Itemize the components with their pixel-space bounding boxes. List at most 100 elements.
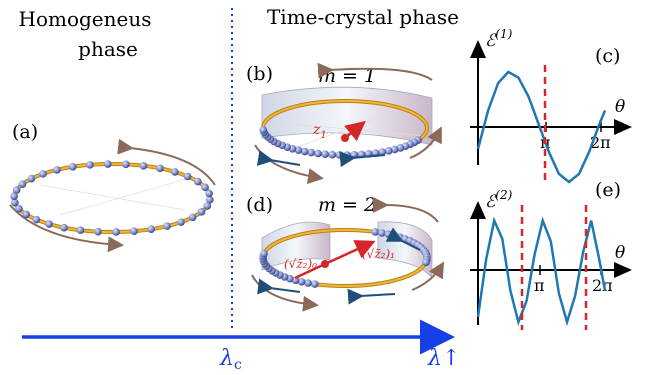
bead — [205, 189, 213, 198]
bead — [171, 168, 179, 176]
bead — [294, 146, 303, 155]
bead — [94, 227, 102, 236]
panel-a: (a) — [9, 121, 216, 253]
plot-e: ℰ(2) θ (e) π 2π — [470, 179, 632, 330]
bead — [183, 172, 192, 181]
bead — [197, 208, 206, 216]
rotation-arrow-right-b — [409, 126, 442, 159]
bead — [321, 150, 329, 158]
panel-label-a: (a) — [12, 121, 38, 143]
beads-a — [10, 160, 214, 236]
bead — [18, 180, 27, 188]
bead — [260, 249, 268, 258]
grid-line — [39, 184, 186, 211]
bead — [32, 215, 41, 224]
panel-label-d: (d) — [246, 194, 273, 216]
bead — [76, 226, 85, 234]
bead — [206, 195, 214, 204]
bead — [193, 177, 202, 186]
bead — [384, 147, 393, 155]
bead — [163, 222, 171, 230]
label-z2-1: (√z̄₂)₁ — [362, 247, 395, 261]
bead — [378, 229, 386, 237]
bead — [15, 204, 23, 213]
rotation-arrow-top-d — [372, 196, 439, 223]
rotation-arrow-top-b — [317, 62, 433, 81]
bead — [60, 223, 68, 232]
mode-label-m2: m = 2 — [318, 194, 376, 216]
bead — [259, 126, 268, 134]
lambda-end-label: λ↑ — [427, 346, 460, 371]
bead — [39, 170, 47, 178]
bead — [112, 228, 120, 236]
plot-c-ylabel: ℰ(1) — [485, 27, 513, 51]
plot-e-tick-pi: π — [534, 276, 545, 295]
vector-z2-1 — [324, 240, 376, 266]
heading-homogeneous-line1: Homogeneus — [19, 7, 152, 31]
plot-e-ylabel: ℰ(2) — [485, 188, 513, 212]
bead — [139, 162, 148, 170]
flow-arrow-d1 — [257, 278, 301, 295]
vector-origin-b — [341, 134, 349, 142]
rotation-arrow-bottom — [9, 204, 124, 253]
lambda-axis: λc λ↑ — [22, 319, 460, 373]
bead — [314, 149, 322, 158]
bead — [156, 164, 164, 173]
bead — [10, 192, 18, 201]
bead — [27, 174, 36, 183]
bead — [304, 279, 312, 287]
grid-line — [59, 177, 191, 216]
flow-arrow-b1 — [256, 150, 301, 166]
bead — [130, 227, 138, 235]
bead — [297, 277, 306, 286]
bead — [371, 228, 379, 236]
rotation-arrow-bottom-d — [251, 274, 319, 312]
panel-label-c: (c) — [595, 45, 620, 67]
bead — [203, 202, 212, 210]
bead — [307, 148, 316, 157]
flow-arrow-b2 — [339, 151, 386, 168]
panel-b: (b) m = 1 z1 — [246, 62, 442, 185]
bead — [201, 183, 209, 192]
bead — [22, 210, 31, 219]
panel-label-e: (e) — [595, 179, 621, 201]
vector-origin-d — [321, 260, 329, 268]
flow-arrow-d3 — [385, 227, 421, 251]
bead — [104, 160, 112, 168]
bead — [422, 258, 430, 267]
plot-e-xlabel: θ — [615, 243, 625, 263]
rotation-arrow-right-d — [411, 261, 445, 291]
bead — [378, 148, 387, 156]
bead — [343, 151, 351, 159]
bead — [45, 220, 53, 228]
bead — [300, 147, 309, 156]
heading-homogeneous-line2: phase — [78, 37, 138, 61]
flow-arrow-d2 — [347, 288, 396, 305]
bead — [328, 150, 337, 159]
bead — [122, 160, 130, 169]
bead — [147, 225, 156, 233]
bead — [68, 163, 77, 171]
panel-label-b: (b) — [246, 63, 273, 85]
bead — [177, 218, 185, 226]
density-band-b — [261, 86, 433, 146]
bead — [390, 145, 399, 154]
bead — [12, 186, 21, 194]
label-z1: z1 — [312, 122, 327, 141]
plot-c-xlabel: θ — [615, 97, 625, 117]
bead — [335, 151, 344, 159]
label-z2-0: (√z̄₂)₀ — [284, 257, 317, 271]
plot-c: ℰ(1) θ (c) π 2π — [470, 27, 632, 184]
rotation-arrow-top — [117, 138, 216, 186]
bead — [53, 166, 61, 174]
heading-time-crystal: Time-crystal phase — [267, 5, 459, 29]
vector-z2-0 — [294, 262, 326, 280]
lambda-c-label: λc — [219, 346, 242, 373]
rotation-arrow-bottom-b — [254, 144, 324, 185]
bead — [86, 161, 94, 169]
plot-e-tick-2pi: 2π — [592, 276, 613, 295]
bead — [188, 213, 197, 222]
panel-d: (d) m = 2 (√z̄₂)₀ (√z̄₂)₁ — [246, 194, 445, 312]
